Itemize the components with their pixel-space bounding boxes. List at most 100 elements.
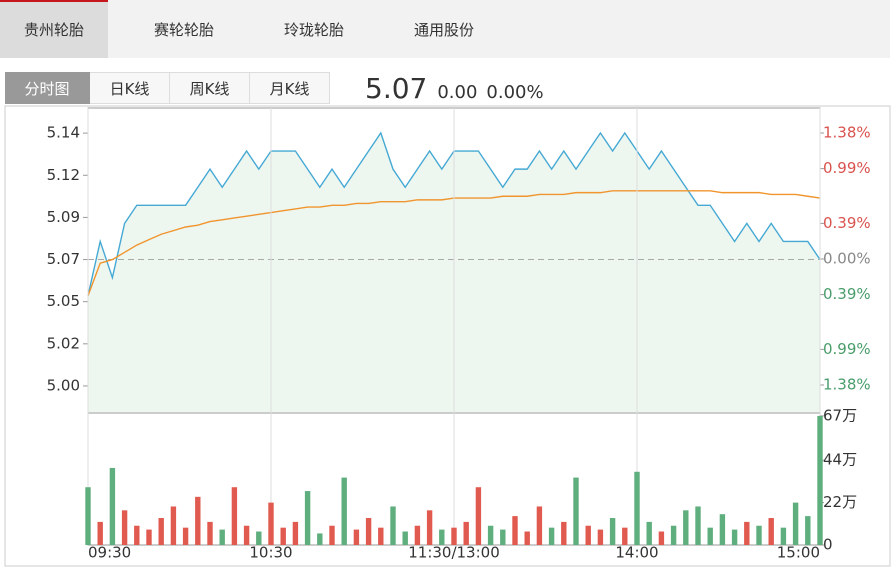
volume-bar [292, 521, 299, 545]
volume-bar [317, 533, 323, 545]
volume-bar [304, 491, 311, 545]
volume-bar [353, 529, 360, 545]
stock-tab[interactable]: 玲珑轮胎 [283, 21, 344, 39]
y-tick-label: 67万 [823, 406, 857, 424]
period-tabs: 分时图 日K线 周K线 月K线 [5, 72, 330, 104]
y-tick-label: 5.09 [47, 208, 80, 226]
volume-bar [548, 527, 555, 545]
price: 5.07 [365, 72, 428, 105]
x-tick-label: 10:30 [249, 544, 292, 562]
volume-bar [341, 477, 347, 545]
volume-bar [744, 521, 750, 545]
change-percent: 0.00% [486, 82, 544, 103]
volume-bar [85, 487, 91, 545]
y2-tick-label: 0.39% [823, 214, 871, 232]
volume-bar [573, 477, 579, 545]
y-tick-label: 5.02 [47, 334, 80, 352]
volume-bar [268, 502, 274, 545]
volume-bar [805, 516, 811, 545]
volume-bar [426, 510, 433, 545]
volume-bar [475, 487, 482, 545]
volume-bar [695, 506, 701, 545]
stock-tab[interactable]: 贵州轮胎 [0, 0, 108, 58]
y-tick-label: 5.12 [47, 166, 80, 184]
volume-bar [658, 531, 665, 545]
volume-bar [622, 527, 628, 545]
volume-bar [365, 518, 372, 545]
volume-bar [207, 521, 213, 545]
volume-bar [243, 525, 250, 545]
volume-bar [634, 471, 640, 545]
volume-bar [561, 521, 567, 545]
volume-bar [731, 529, 738, 545]
volume-bar [463, 521, 469, 545]
volume-bar [109, 467, 116, 545]
y-tick-label: 0 [823, 536, 833, 554]
volume-bar [451, 527, 457, 545]
y2-tick-label: 0.99% [823, 159, 871, 177]
period-tab[interactable]: 周K线 [170, 72, 250, 104]
volume-bar [585, 525, 591, 545]
volume-bar [195, 496, 201, 545]
volume-bar [780, 527, 787, 545]
volume-bar [487, 525, 494, 545]
volume-bar [756, 525, 762, 545]
volume-bar [134, 525, 140, 545]
y-tick-label: 5.05 [47, 292, 80, 310]
y-tick-label: 5.00 [47, 376, 80, 394]
volume-bar [219, 529, 225, 545]
x-tick-label: 14:00 [615, 544, 658, 562]
volume-bar [390, 506, 396, 545]
period-tab[interactable]: 月K线 [250, 72, 330, 104]
volume-bar [670, 525, 677, 545]
stock-tab[interactable]: 赛轮轮胎 [153, 21, 214, 39]
volume-bar [280, 527, 286, 545]
volume-bar [524, 531, 530, 545]
x-tick-label: 15:00 [777, 544, 820, 562]
quote: 5.07 0.00 0.00% [365, 72, 553, 105]
y-tick-label: 44万 [823, 451, 857, 469]
volume-bar [256, 531, 262, 545]
change: 0.00 [437, 82, 478, 103]
volume-bar [414, 525, 421, 545]
volume-bar [97, 521, 103, 545]
volume-bar [597, 529, 604, 545]
volume-bar [609, 518, 616, 545]
volume-bar [683, 510, 689, 545]
volume-bar [121, 510, 128, 545]
volume-bar [402, 531, 408, 545]
volume-bar [719, 514, 726, 545]
y-tick-label: 22万 [823, 493, 857, 511]
volume-bar [378, 527, 384, 545]
volume-bar [536, 506, 543, 545]
x-tick-label: 11:30/13:00 [408, 544, 500, 562]
y-tick-label: 5.07 [47, 250, 80, 268]
volume-bar [158, 518, 164, 545]
period-tab[interactable]: 分时图 [5, 72, 90, 104]
volume-bar [792, 502, 799, 545]
y2-tick-label: 1.38% [823, 124, 871, 142]
volume-bar [512, 516, 518, 545]
volume-bar [182, 527, 189, 545]
y2-tick-label: 0.39% [823, 285, 871, 303]
volume-bar [231, 487, 238, 545]
volume-bar [329, 525, 335, 545]
volume-bar [439, 529, 445, 545]
y2-tick-label: 1.38% [823, 375, 871, 393]
volume-bar [146, 529, 152, 545]
y2-tick-label: 0.00% [823, 249, 871, 267]
y-tick-label: 5.14 [47, 124, 80, 142]
period-tab[interactable]: 日K线 [90, 72, 170, 104]
stock-tab[interactable]: 通用股份 [413, 21, 474, 39]
volume-bar [817, 415, 823, 545]
volume-bar [646, 521, 652, 545]
volume-bar [707, 527, 713, 545]
volume-bar [768, 518, 774, 545]
volume-bar [170, 506, 177, 545]
volume-bar [500, 529, 506, 545]
y2-tick-label: 0.99% [823, 340, 871, 358]
x-tick-label: 09:30 [88, 544, 131, 562]
